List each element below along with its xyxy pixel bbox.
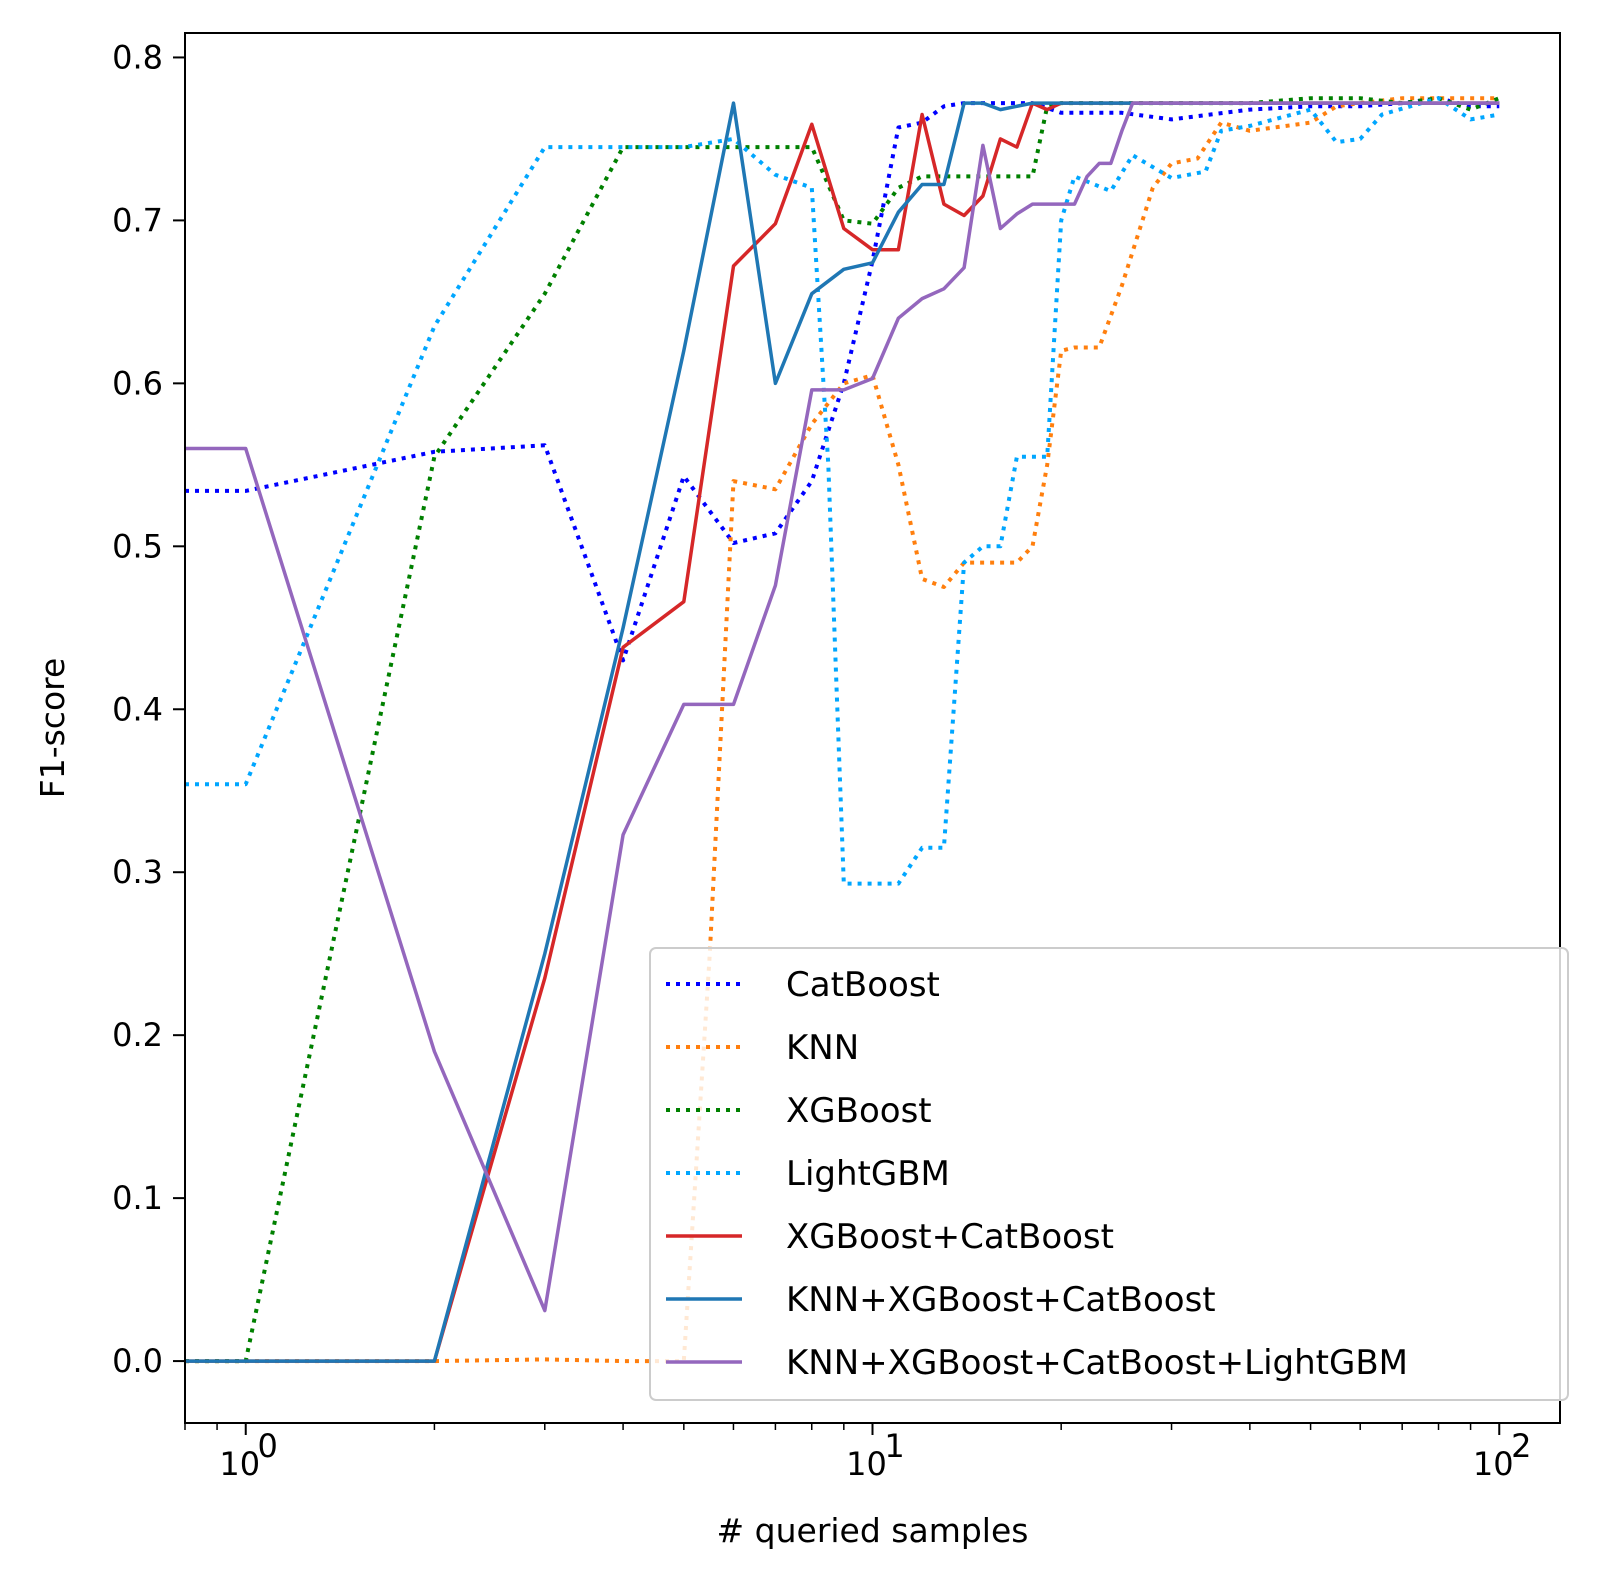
series-line-xgboost [185, 96, 1501, 1364]
y-tick-label: 0.8 [112, 38, 163, 76]
y-tick-label: 0.4 [112, 690, 163, 728]
series-line-knn-xgboost-catboost-lightgbm [185, 101, 1500, 1313]
legend-label: XGBoost [786, 1091, 932, 1131]
y-tick-label: 0.7 [112, 201, 163, 239]
x-tick-exponent: 2 [1511, 1427, 1531, 1465]
x-axis-title: # queried samples [717, 1511, 1029, 1550]
y-axis-title: F1-score [33, 658, 72, 799]
y-tick-label: 0.3 [112, 853, 163, 891]
series-line-lightgbm [185, 96, 1500, 886]
legend-label: KNN+XGBoost+CatBoost [786, 1280, 1216, 1320]
y-tick-label: 0.5 [112, 527, 163, 565]
y-axis: 0.0 0.1 0.2 0.3 0.4 0.5 0.6 0.7 0.8 [112, 38, 185, 1380]
legend-label: KNN+XGBoost+CatBoost+LightGBM [786, 1343, 1408, 1383]
x-tick-label: 10 [219, 1445, 260, 1483]
legend-box [649, 947, 1569, 1401]
x-tick-exponent: 0 [258, 1427, 278, 1465]
legend: CatBoost KNN XGBoost LightGBM XGBoost+CatBoo… [649, 947, 1569, 1401]
y-tick-label: 0.2 [112, 1016, 163, 1054]
y-tick-label: 0.6 [112, 364, 163, 402]
x-tick-label: 10 [846, 1445, 887, 1483]
x-axis: 100 101 102 [184, 1423, 1531, 1483]
series-line-knn-xgboost-catboost [185, 101, 1500, 1363]
legend-label: CatBoost [786, 965, 940, 1005]
y-tick-label: 0.1 [112, 1179, 163, 1217]
series-line-catboost [185, 96, 1500, 663]
legend-label: KNN [786, 1028, 859, 1068]
x-tick-exponent: 1 [884, 1427, 904, 1465]
y-tick-label: 0.0 [112, 1342, 163, 1380]
series-line-xgboost-catboost [185, 101, 1500, 1363]
legend-label: LightGBM [786, 1154, 950, 1194]
x-tick-label: 10 [1473, 1445, 1514, 1483]
legend-label: XGBoost+CatBoost [786, 1217, 1114, 1257]
